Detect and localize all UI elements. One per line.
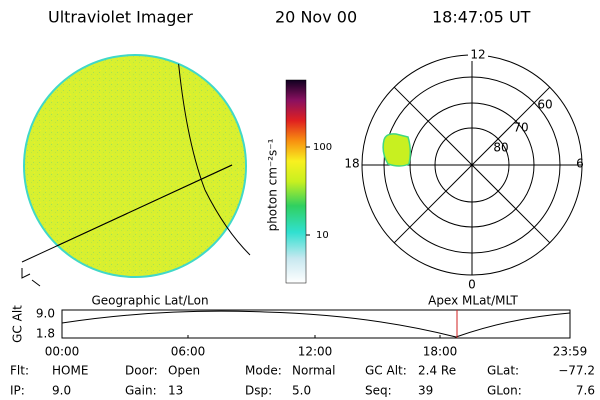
- mlt-label: 6: [576, 157, 584, 171]
- lat-label: 70: [513, 121, 528, 135]
- timeline-ytick: 1.8: [36, 327, 55, 341]
- date: 20 Nov 00: [275, 8, 357, 27]
- timeline-xtick: 00:00: [45, 345, 80, 359]
- footer: Flt: HOME Door: Open Mode: Normal GC Alt: 2.4 R…: [10, 364, 595, 398]
- mlt-label: 12: [470, 48, 485, 62]
- field-value: 5.0: [292, 384, 311, 398]
- timeline-xtick: 06:00: [171, 345, 206, 359]
- field-label: GC Alt:: [365, 364, 407, 378]
- field-label: IP:: [10, 384, 25, 398]
- colorbar-label: photon cm⁻²s⁻¹: [266, 138, 280, 231]
- field-value: 39: [418, 384, 433, 398]
- colorbar-tick: 100: [313, 142, 332, 153]
- mlt-label: 18: [344, 157, 359, 171]
- field-label: Seq:: [365, 384, 392, 398]
- field-label: Mode:: [245, 364, 282, 378]
- field-value: Open: [168, 364, 200, 378]
- colorbar: 100 10 photon cm⁻²s⁻¹: [266, 79, 332, 284]
- timeline-xtick: 12:00: [298, 345, 333, 359]
- timeline-axis-label: GC Alt: [11, 305, 25, 343]
- field-value: 2.4 Re: [418, 364, 456, 378]
- field-label: Gain:: [125, 384, 157, 398]
- mlt-label: 0: [468, 278, 476, 292]
- timeline-plot: [61, 309, 571, 339]
- field-value: 13: [168, 384, 183, 398]
- timeline-xtick: 23:59: [553, 345, 588, 359]
- field-value: Normal: [292, 364, 335, 378]
- field-value: 7.6: [576, 384, 595, 398]
- aurora-blob: [382, 133, 412, 167]
- field-value: 9.0: [52, 384, 71, 398]
- timeline-left-label: Geographic Lat/Lon: [91, 294, 208, 308]
- field-label: GLon:: [487, 384, 522, 398]
- timeline-right-label: Apex MLat/MLT: [428, 294, 518, 308]
- lat-label: 60: [537, 98, 552, 112]
- field-label: Dsp:: [245, 384, 272, 398]
- image-disk: [21, 54, 251, 287]
- time: 18:47:05 UT: [432, 8, 531, 27]
- label-bg: [468, 47, 488, 61]
- field-value: −77.2: [558, 364, 595, 378]
- field-label: Door:: [125, 364, 158, 378]
- timeline-xtick: 18:00: [423, 345, 458, 359]
- field-label: Flt:: [10, 364, 29, 378]
- colorbar-tick: 10: [316, 230, 329, 241]
- field-value: HOME: [52, 364, 88, 378]
- lat-label: 80: [493, 141, 508, 155]
- timeline-ytick: 9.0: [36, 307, 55, 321]
- field-label: GLat:: [487, 364, 519, 378]
- title: Ultraviolet Imager: [48, 8, 193, 27]
